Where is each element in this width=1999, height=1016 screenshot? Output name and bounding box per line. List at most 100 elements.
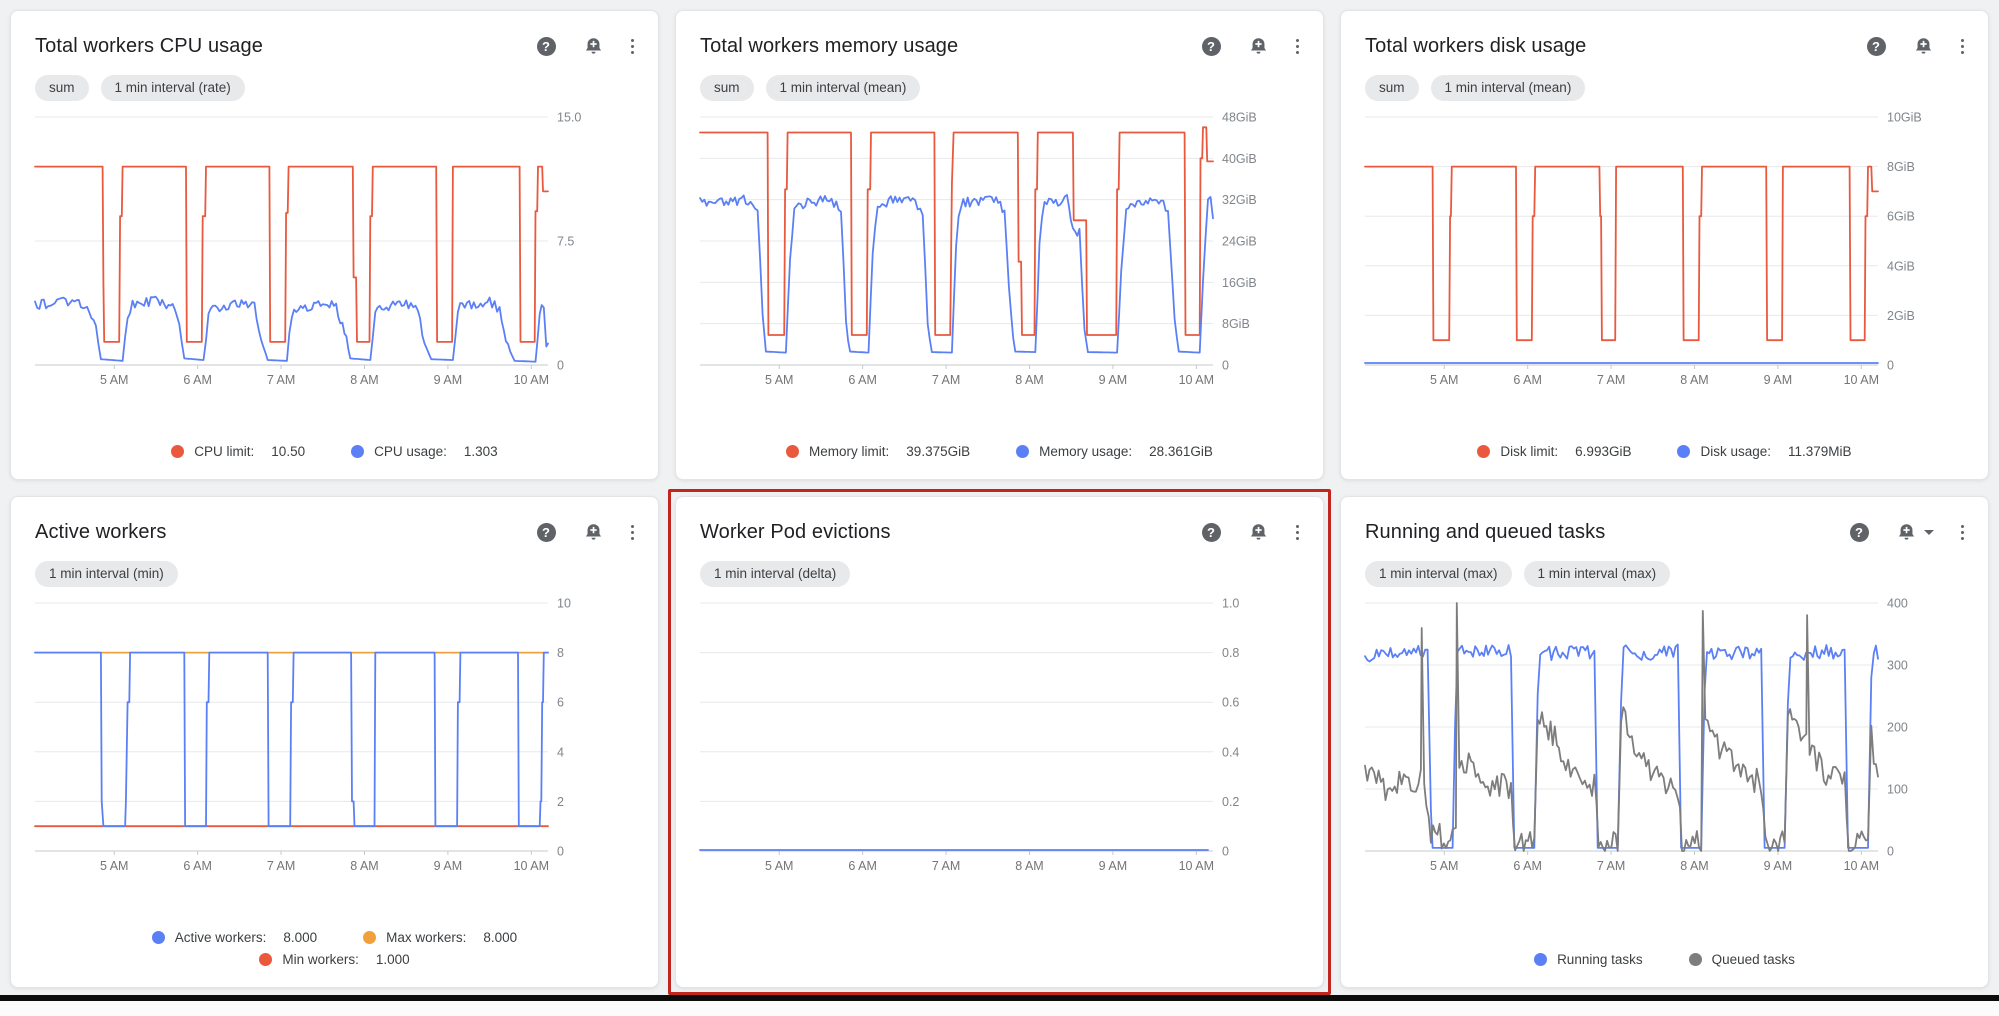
svg-text:16GiB: 16GiB <box>1222 275 1257 289</box>
series-color-dot <box>1677 445 1691 458</box>
chart-card-running-and-queued-tasks: Running and queued tasks ? 1 min inte <box>1340 496 1989 988</box>
card-title: Total workers disk usage <box>1365 35 1587 57</box>
help-icon[interactable]: ? <box>1849 523 1869 542</box>
svg-text:0.8: 0.8 <box>1222 646 1239 660</box>
svg-text:9 AM: 9 AM <box>434 859 463 873</box>
add-alert-icon[interactable] <box>1248 522 1269 543</box>
chart-area[interactable]: 0 100 200 300 400 5 AM 6 AM 7 AM 8 AM 9 AM 10 AM <box>1364 595 1964 885</box>
aggregation-chip: 1 min interval (rate) <box>100 75 245 101</box>
legend-item: CPU usage: 1.303 <box>351 444 498 459</box>
line-chart: 0 2 4 6 8 10 5 AM 6 AM 7 AM 8 AM 9 AM 10 AM <box>34 596 571 873</box>
svg-text:7 AM: 7 AM <box>1597 373 1626 387</box>
chart-card-total-workers-disk-usage: Total workers disk usage ? sum 1 min i <box>1340 10 1989 480</box>
help-glyph: ? <box>1201 523 1221 542</box>
card-header: Running and queued tasks ? <box>1365 521 1964 544</box>
series-color-dot <box>259 953 273 966</box>
aggregation-chip: sum <box>1365 75 1419 101</box>
svg-text:6 AM: 6 AM <box>1513 373 1542 387</box>
legend-label: Active workers: <box>174 930 267 945</box>
legend-value: 39.375GiB <box>906 444 971 459</box>
svg-text:2GiB: 2GiB <box>1887 308 1915 322</box>
svg-text:0: 0 <box>557 358 564 372</box>
legend-value: 6.993GiB <box>1575 444 1632 459</box>
svg-text:8 AM: 8 AM <box>1680 373 1709 387</box>
card-actions: ? <box>1866 36 1964 57</box>
series-color-dot <box>1688 953 1702 966</box>
chart-card-active-workers: Active workers ? 1 min interval (min) <box>10 496 659 988</box>
legend-item: Active workers: 8.000 <box>151 930 317 945</box>
help-icon[interactable]: ? <box>1201 37 1221 56</box>
chart-area[interactable]: 0 0.2 0.4 0.6 0.8 1.0 5 AM 6 AM 7 AM 8 AM 9 AM 10 A… <box>699 595 1299 885</box>
more-options-icon[interactable] <box>1295 38 1299 55</box>
card-title: Worker Pod evictions <box>700 521 891 543</box>
legend-item: Disk usage: 11.379MiB <box>1677 444 1852 459</box>
chart-legend: CPU limit: 10.50 CPU usage: 1.303 <box>35 444 634 459</box>
chart-area[interactable]: 0 2GiB 4GiB 6GiB 8GiB 10GiB 5 AM 6 AM 7 AM 8 AM 9 … <box>1364 109 1964 399</box>
legend-value: 8.000 <box>483 930 518 945</box>
help-icon[interactable]: ? <box>1201 523 1221 542</box>
card-actions: ? <box>536 522 634 543</box>
aggregation-chips: sum 1 min interval (rate) <box>35 75 634 101</box>
svg-text:300: 300 <box>1887 658 1908 672</box>
card-header: Active workers ? <box>35 521 634 544</box>
series-color-dot <box>1016 445 1030 458</box>
svg-text:10 AM: 10 AM <box>1844 859 1879 873</box>
svg-text:9 AM: 9 AM <box>1099 373 1128 387</box>
line-chart: 0 0.2 0.4 0.6 0.8 1.0 5 AM 6 AM 7 AM 8 AM 9 AM 10 A… <box>699 596 1239 873</box>
aggregation-chip: 1 min interval (delta) <box>700 561 851 587</box>
aggregation-chips: sum 1 min interval (mean) <box>700 75 1299 101</box>
svg-text:8 AM: 8 AM <box>1015 373 1044 387</box>
legend-value: 11.379MiB <box>1788 444 1852 459</box>
card-actions: ? <box>1201 36 1299 57</box>
chart-area[interactable]: 0 2 4 6 8 10 5 AM 6 AM 7 AM 8 AM 9 AM 10 AM <box>34 595 634 885</box>
svg-text:6 AM: 6 AM <box>183 859 212 873</box>
chart-legend: Memory limit: 39.375GiB Memory usage: 28.36… <box>700 444 1299 459</box>
chart-area[interactable]: 0 7.5 15.0 5 AM 6 AM 7 AM 8 AM 9 AM 10 AM <box>34 109 634 399</box>
more-options-icon[interactable] <box>1295 524 1299 541</box>
aggregation-chips: 1 min interval (delta) <box>700 561 1299 587</box>
add-alert-icon[interactable] <box>1913 36 1934 57</box>
svg-text:5 AM: 5 AM <box>100 859 128 873</box>
chart-legend: Running tasks Queued tasks <box>1365 952 1964 967</box>
svg-text:6GiB: 6GiB <box>1887 209 1915 223</box>
help-icon[interactable]: ? <box>536 37 556 56</box>
svg-text:9 AM: 9 AM <box>434 373 463 387</box>
card-title: Total workers memory usage <box>700 35 959 57</box>
svg-text:6 AM: 6 AM <box>1513 859 1542 873</box>
card-title: Total workers CPU usage <box>35 35 263 57</box>
card-actions: ? <box>536 36 634 57</box>
help-glyph: ? <box>536 37 556 56</box>
card-title: Running and queued tasks <box>1365 521 1606 543</box>
legend-label: Disk usage: <box>1700 444 1772 459</box>
svg-text:7 AM: 7 AM <box>1597 859 1626 873</box>
series-color-dot <box>151 931 165 944</box>
add-alert-icon[interactable] <box>583 522 604 543</box>
card-actions: ? <box>1201 522 1299 543</box>
add-alert-icon[interactable] <box>583 36 604 57</box>
help-icon[interactable]: ? <box>1866 37 1886 56</box>
chevron-down-icon[interactable] <box>1923 530 1934 535</box>
svg-text:0.2: 0.2 <box>1222 794 1239 808</box>
svg-text:8 AM: 8 AM <box>1015 859 1044 873</box>
more-options-icon[interactable] <box>1960 38 1964 55</box>
svg-text:6 AM: 6 AM <box>848 373 877 387</box>
aggregation-chip: 1 min interval (max) <box>1523 561 1671 587</box>
more-options-icon[interactable] <box>1960 524 1964 541</box>
add-alert-icon[interactable] <box>1896 522 1934 543</box>
help-icon[interactable]: ? <box>536 523 556 542</box>
svg-text:200: 200 <box>1887 720 1908 734</box>
svg-text:8 AM: 8 AM <box>350 373 379 387</box>
add-alert-icon[interactable] <box>1248 36 1269 57</box>
svg-text:8GiB: 8GiB <box>1887 160 1915 174</box>
svg-text:8GiB: 8GiB <box>1222 317 1250 331</box>
more-options-icon[interactable] <box>630 38 634 55</box>
aggregation-chip: 1 min interval (min) <box>35 561 178 587</box>
chart-area[interactable]: 0 8GiB 16GiB 24GiB 32GiB 40GiB 48GiB 5 AM 6 AM 7 … <box>699 109 1299 399</box>
svg-text:1.0: 1.0 <box>1222 596 1239 610</box>
aggregation-chip: sum <box>700 75 754 101</box>
legend-label: CPU usage: <box>374 444 447 459</box>
aggregation-chips: 1 min interval (max) 1 min interval (max) <box>1365 561 1964 587</box>
aggregation-chips: sum 1 min interval (mean) <box>1365 75 1964 101</box>
more-options-icon[interactable] <box>630 524 634 541</box>
